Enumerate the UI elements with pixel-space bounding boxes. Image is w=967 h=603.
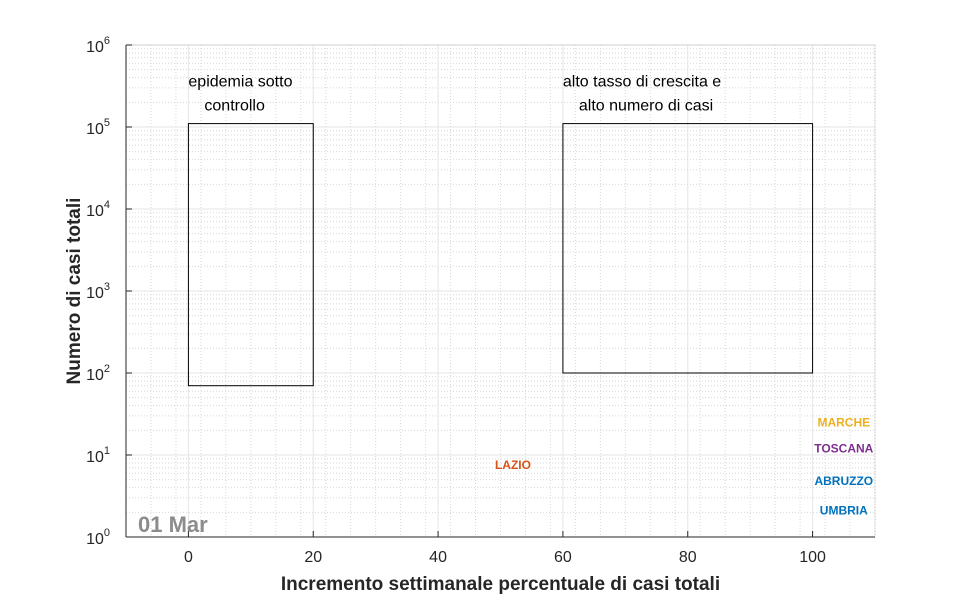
region-box bbox=[562, 123, 814, 374]
y-tick-label: 100 bbox=[86, 527, 110, 548]
data-point-label: MARCHE bbox=[817, 415, 870, 429]
y-tick-label: 103 bbox=[86, 281, 110, 302]
y-tick-base: 10 bbox=[86, 531, 104, 548]
y-tick-label: 104 bbox=[86, 199, 110, 220]
y-tick-base: 10 bbox=[86, 367, 104, 384]
region-box bbox=[187, 123, 314, 387]
data-point-label: LAZIO bbox=[495, 458, 531, 472]
y-tick-exponent: 4 bbox=[104, 199, 110, 211]
y-tick-base: 10 bbox=[86, 203, 104, 220]
data-point-label: ABRUZZO bbox=[814, 474, 873, 488]
x-tick-label: 40 bbox=[429, 549, 447, 566]
y-tick-exponent: 1 bbox=[104, 445, 110, 457]
y-tick-base: 10 bbox=[86, 285, 104, 302]
data-point-label: UMBRIA bbox=[820, 504, 868, 518]
x-tick-label: 0 bbox=[184, 549, 193, 566]
y-tick-label: 106 bbox=[86, 35, 110, 56]
y-tick-exponent: 6 bbox=[104, 35, 110, 47]
x-tick-label: 60 bbox=[554, 549, 572, 566]
region-annotation: alto numero di casi bbox=[579, 98, 713, 115]
y-tick-exponent: 0 bbox=[104, 527, 110, 539]
y-axis-label: Numero di casi totali bbox=[64, 198, 85, 385]
y-tick-base: 10 bbox=[86, 121, 104, 138]
region-annotation: epidemia sotto bbox=[188, 74, 292, 91]
y-tick-base: 10 bbox=[86, 449, 104, 466]
y-tick-label: 105 bbox=[86, 117, 110, 138]
y-tick-base: 10 bbox=[86, 39, 104, 56]
x-tick-label: 100 bbox=[799, 549, 826, 566]
data-point-label: TOSCANA bbox=[814, 442, 873, 456]
y-tick-label: 102 bbox=[86, 363, 110, 384]
region-annotation: controllo bbox=[204, 98, 265, 115]
region-annotation: alto tasso di crescita e bbox=[563, 74, 721, 91]
x-tick-label: 80 bbox=[679, 549, 697, 566]
x-axis-label: Incremento settimanale percentuale di ca… bbox=[281, 574, 720, 595]
axes bbox=[125, 44, 876, 538]
date-label: 01 Mar bbox=[138, 512, 208, 537]
y-tick-exponent: 2 bbox=[104, 363, 110, 375]
region-boxes: epidemia sotto controllo alto tasso di cre… bbox=[187, 74, 814, 387]
y-tick-exponent: 5 bbox=[104, 117, 110, 129]
data-point-labels: LAZIO MARCHE TOSCANA ABRUZZO UMBRIA bbox=[495, 415, 874, 517]
y-tick-exponent: 3 bbox=[104, 281, 110, 293]
y-tick-label: 101 bbox=[86, 445, 110, 466]
x-tick-labels: 0 20 40 60 80 100 bbox=[184, 549, 826, 566]
x-tick-label: 20 bbox=[304, 549, 322, 566]
